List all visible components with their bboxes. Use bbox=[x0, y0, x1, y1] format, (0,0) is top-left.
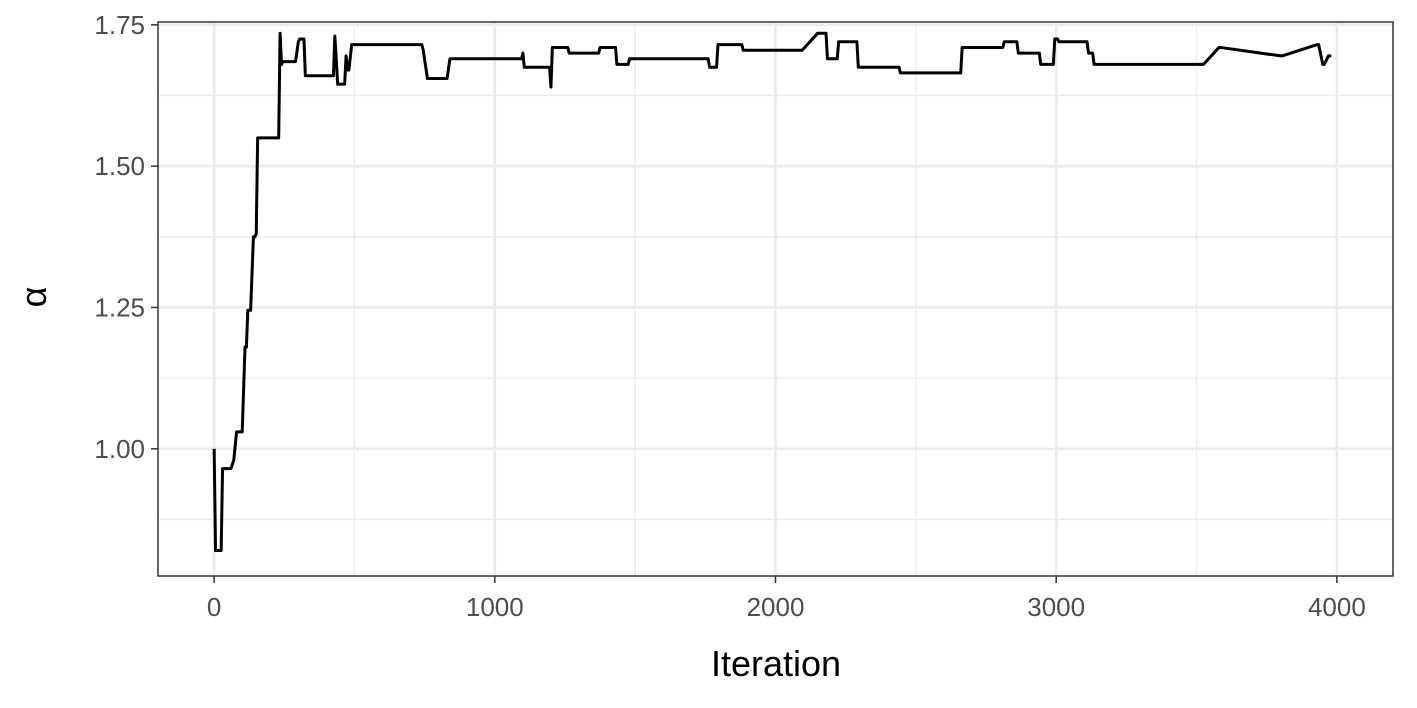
tick-labels: 0 1000 2000 3000 4000 1.00 1.25 1.50 1.75 bbox=[94, 10, 1365, 622]
y-axis-title: α bbox=[13, 287, 54, 308]
x-axis-title: Iteration bbox=[711, 643, 841, 684]
major-gridlines bbox=[158, 22, 1393, 576]
y-tick-label: 1.50 bbox=[94, 151, 145, 181]
x-tick-label: 2000 bbox=[747, 592, 805, 622]
axis-ticks bbox=[151, 24, 1338, 583]
series-line bbox=[212, 31, 1332, 553]
y-tick-label: 1.25 bbox=[94, 292, 145, 322]
x-tick-label: 4000 bbox=[1308, 592, 1366, 622]
y-tick-label: 1.00 bbox=[94, 434, 145, 464]
x-tick-label: 3000 bbox=[1027, 592, 1085, 622]
x-tick-label: 1000 bbox=[466, 592, 524, 622]
x-tick-label: 0 bbox=[207, 592, 221, 622]
y-tick-label: 1.75 bbox=[94, 10, 145, 40]
series-layer bbox=[212, 31, 1332, 553]
